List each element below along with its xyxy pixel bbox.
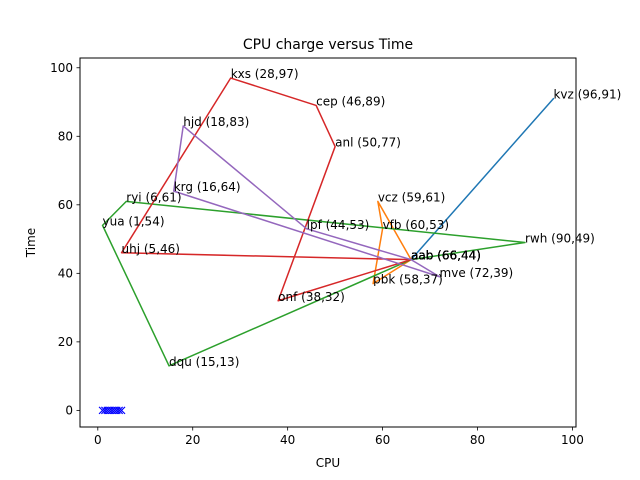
point-label-vfb: vfb (60,53) xyxy=(383,218,449,232)
center-label-3: aab (66,44) xyxy=(411,249,481,263)
point-label-vcz: vcz (59,61) xyxy=(378,190,446,204)
series-line-4 xyxy=(172,125,441,278)
point-label-pbk: pbk (58,37) xyxy=(373,273,443,287)
series-line-0 xyxy=(410,97,555,261)
series-line-3 xyxy=(120,77,412,302)
x-tick-label-20: 20 xyxy=(185,433,200,447)
point-label-ryi: ryi (6,61) xyxy=(126,190,181,204)
y-tick-label-60: 60 xyxy=(58,198,73,212)
axis-ticks: 0 20 40 60 80 100 0 20 40 60 80 100 xyxy=(50,61,584,447)
y-tick-label-40: 40 xyxy=(58,266,73,280)
point-label-mve: mve (72,39) xyxy=(440,266,514,280)
y-tick-label-80: 80 xyxy=(58,129,73,143)
point-label-krg: krg (16,64) xyxy=(174,180,241,194)
point-label-rwh: rwh (90,49) xyxy=(525,232,595,246)
y-tick-label-20: 20 xyxy=(58,335,73,349)
center-label-0: aab (66,44) xyxy=(411,249,481,263)
center-label-2: aab (66,44) xyxy=(411,249,481,263)
point-label-uhj: uhj (5,46) xyxy=(122,242,180,256)
x-tick-label-40: 40 xyxy=(280,433,295,447)
point-label-yua: yua (1,54) xyxy=(103,214,165,228)
point-label-kvz: kvz (96,91) xyxy=(553,88,621,102)
x-axis-label: CPU xyxy=(316,456,340,470)
axes-frame xyxy=(79,57,577,428)
chart-title: CPU charge versus Time xyxy=(243,37,413,53)
series-line-2 xyxy=(101,200,526,367)
x-tick-label-0: 0 xyxy=(94,433,102,447)
y-tick-label-100: 100 xyxy=(50,61,73,75)
x-tick-label-60: 60 xyxy=(375,433,390,447)
point-label-onf: onf (38,32) xyxy=(278,290,345,304)
x-tick-label-100: 100 xyxy=(561,433,584,447)
point-label-anl: anl (50,77) xyxy=(335,136,401,150)
series-line-1 xyxy=(372,200,413,285)
point-label-dqu: dqu (15,13) xyxy=(169,355,239,369)
center-label-1: aab (66,44) xyxy=(411,249,481,263)
center-label-4: aab (66,44) xyxy=(411,249,481,263)
point-label-hjd: hjd (18,83) xyxy=(183,115,249,129)
y-tick-label-0: 0 xyxy=(65,403,73,417)
plot-area: kvz (96,91) vcz (59,61) vfb (60,53) pbk (58… xyxy=(98,67,621,415)
x-tick-label-80: 80 xyxy=(470,433,485,447)
x-marker-7 xyxy=(115,406,124,415)
x-marker-8 xyxy=(117,406,126,415)
point-label-cep: cep (46,89) xyxy=(316,94,385,108)
y-axis-label: Time xyxy=(24,228,38,258)
point-label-lpf: lpf (44,53) xyxy=(307,218,370,232)
point-label-kxs: kxs (28,97) xyxy=(231,67,299,81)
